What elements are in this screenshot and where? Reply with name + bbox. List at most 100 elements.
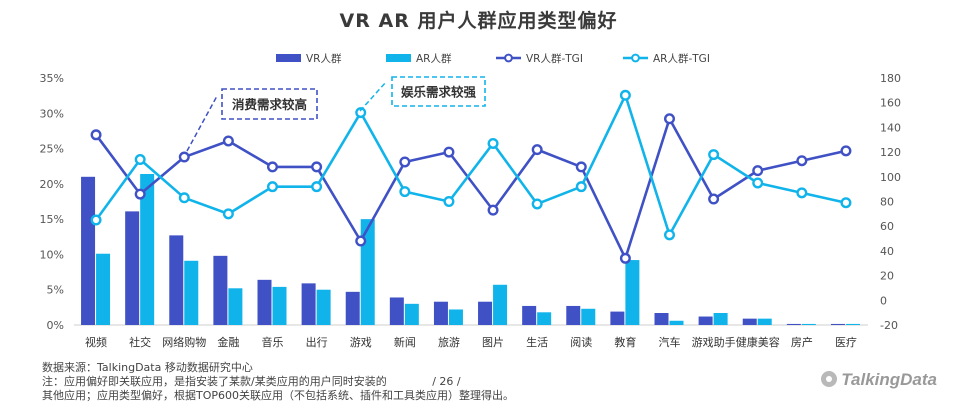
axes: 0% 5% 10% 15% 20% 25% 30% 35% -20 0 20 40 60 80 100 120… [40, 72, 901, 349]
note-line-2: 其他应用；应用类型偏好，根据TOP600关联应用（不包括系统、插件和工具类应用）… [42, 389, 515, 402]
bar [81, 176, 96, 325]
bar [301, 283, 316, 325]
tgi-point [487, 137, 499, 149]
tgi-point [355, 107, 367, 119]
tgi-point [267, 161, 279, 173]
y2-tick-label: 20 [880, 270, 894, 283]
x-tick-label: 游戏 [350, 336, 372, 349]
tgi-point [443, 146, 455, 158]
y-tick-label: 15% [40, 213, 64, 226]
tgi-point [840, 145, 852, 157]
bar [742, 318, 757, 325]
tgi-point [531, 198, 543, 210]
bar [493, 284, 508, 325]
bar [698, 316, 713, 325]
y-tick-label: 5% [47, 284, 64, 297]
annotations: 消费需求较高 娱乐需求较强 [186, 76, 486, 152]
legend-label: AR人群 [416, 52, 452, 65]
y2-tick-label: 60 [880, 220, 894, 233]
chart-title: VR AR 用户人群应用类型偏好 [339, 10, 618, 32]
bar [125, 211, 140, 325]
tgi-lines [90, 89, 852, 264]
logo-text: TalkingData [841, 370, 937, 389]
y-tick-label: 25% [40, 143, 64, 156]
x-tick-label: 出行 [306, 335, 328, 349]
y-tick-label: 35% [40, 72, 64, 85]
tgi-point [222, 135, 234, 147]
annotation-leader [359, 81, 387, 112]
x-tick-label: 教育 [614, 335, 636, 349]
y-tick-label: 10% [40, 248, 64, 261]
bar [581, 308, 596, 325]
tgi-point [796, 155, 808, 167]
bar [316, 289, 331, 325]
bar [757, 318, 772, 325]
bar [830, 323, 845, 325]
tgi-point [752, 165, 764, 177]
x-tick-label: 房产 [791, 335, 813, 349]
tgi-point [664, 113, 676, 125]
legend-swatch-marker [631, 53, 640, 63]
tgi-point [575, 161, 587, 173]
legend: VR人群 AR人群 VR人群-TGI AR人群-TGI [276, 52, 710, 65]
y2-tick-label: 0 [880, 294, 887, 307]
x-tick-label: 社交 [129, 335, 151, 349]
bar [610, 311, 625, 325]
y-tick-label: 0% [47, 319, 64, 332]
x-tick-label: 视频 [85, 335, 107, 349]
bar [654, 313, 669, 325]
annotation-text: 消费需求较高 [232, 97, 307, 112]
tgi-point [443, 195, 455, 207]
talkingdata-logo: TalkingData [821, 370, 937, 390]
tgi-point [311, 181, 323, 193]
tgi-line [95, 117, 847, 260]
bar [140, 173, 155, 325]
logo-icon [821, 371, 838, 387]
tgi-point [222, 208, 234, 220]
y2-tick-label: 180 [880, 72, 901, 85]
bar [433, 301, 448, 325]
tgi-point [708, 193, 720, 205]
tgi-point [355, 235, 367, 247]
legend-label: VR人群-TGI [526, 52, 583, 65]
tgi-point [134, 154, 146, 166]
y-tick-label: 30% [40, 107, 64, 120]
x-tick-label: 音乐 [262, 335, 284, 349]
bar [360, 219, 375, 325]
tgi-point [708, 149, 720, 161]
tgi-point [796, 187, 808, 199]
annotation-box [391, 76, 486, 107]
bar [404, 303, 419, 325]
bars [81, 173, 860, 325]
annotation-box [221, 88, 318, 120]
tgi-point [90, 214, 102, 226]
tgi-point [575, 181, 587, 193]
note-line-1: 注：应用偏好即关联应用，是指安装了某款/某类应用的用户同时安装的 / 26 / [42, 375, 461, 388]
tgi-point [134, 188, 146, 200]
tgi-point [399, 186, 411, 198]
x-tick-label: 网络购物 [162, 335, 206, 349]
x-tick-label: 图片 [482, 336, 504, 349]
bar [713, 313, 728, 325]
bar [345, 291, 360, 325]
tgi-line [95, 93, 847, 237]
x-tick-label: 生活 [526, 335, 548, 349]
tgi-point [311, 161, 323, 173]
bar [96, 253, 111, 325]
source-note: 数据来源：TalkingData 移动数据研究中心 [42, 361, 253, 374]
legend-label: AR人群-TGI [653, 52, 710, 65]
tgi-point [178, 151, 190, 163]
x-tick-label: 阅读 [570, 335, 592, 349]
y2-tick-label: 40 [880, 245, 894, 258]
y-tick-label: 20% [40, 178, 64, 191]
bar [184, 260, 199, 325]
bar [478, 301, 493, 325]
bar [228, 288, 243, 325]
y2-tick-label: 100 [880, 171, 901, 184]
legend-swatch [386, 54, 411, 62]
bar [801, 323, 816, 325]
y2-tick-label: 140 [880, 121, 901, 134]
tgi-point [178, 192, 190, 204]
tgi-point [399, 156, 411, 168]
